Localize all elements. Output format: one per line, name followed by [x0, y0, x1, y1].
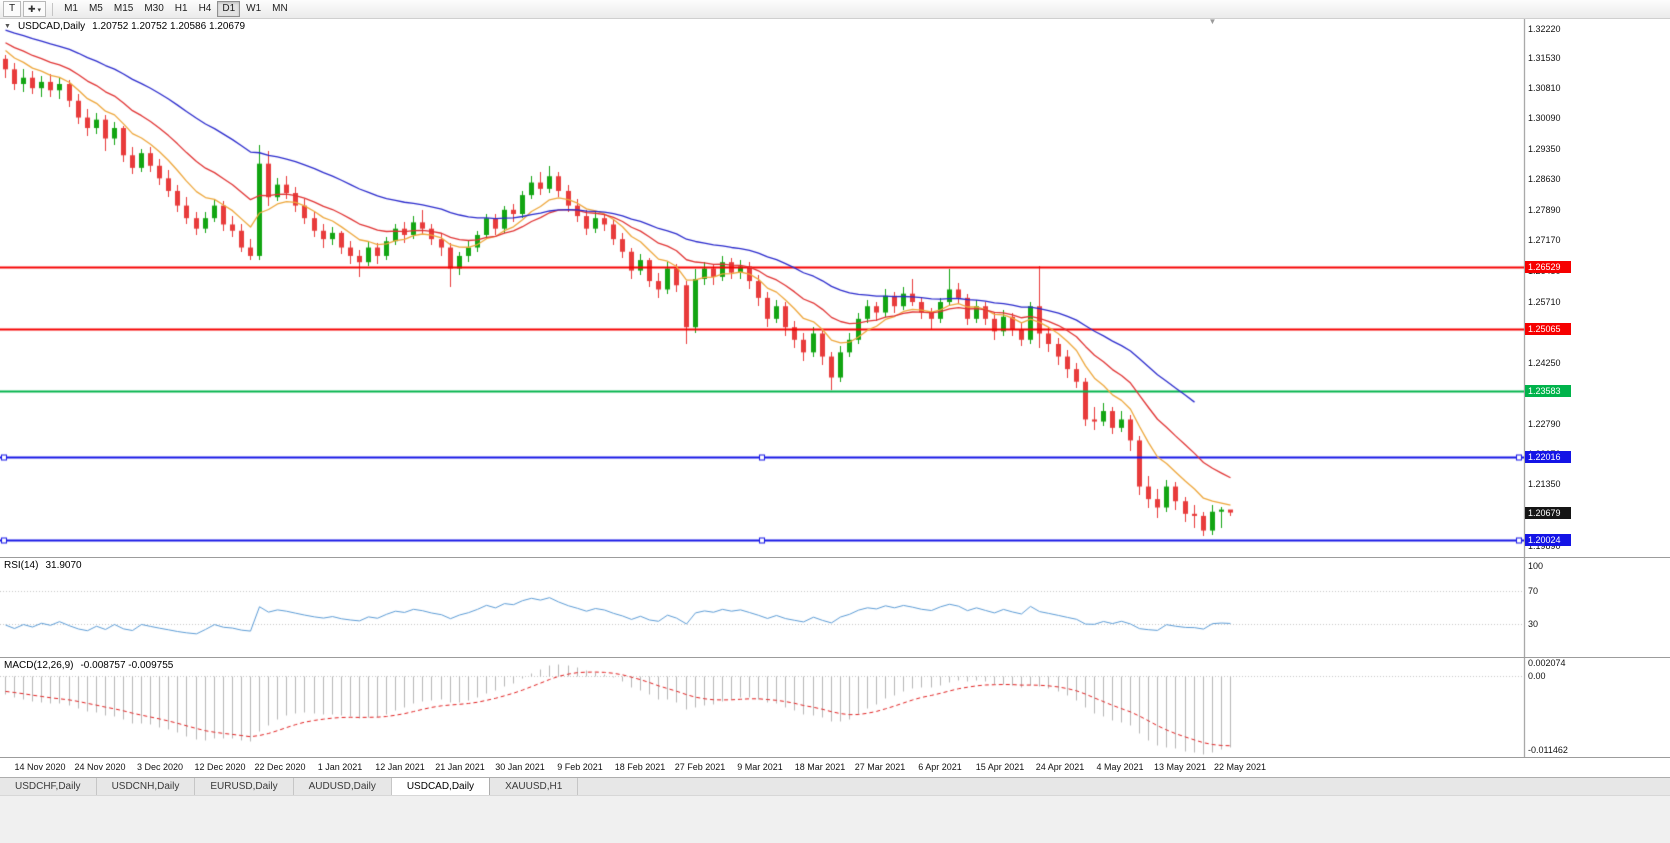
price-tick-label: 1.32220	[1528, 23, 1561, 34]
price-tick-label: 1.27890	[1528, 205, 1561, 216]
timeframe-button-w1[interactable]: W1	[241, 1, 266, 17]
current-price-badge: 1.20679	[1525, 506, 1571, 519]
macd-axis-label: 0.00	[1528, 671, 1546, 682]
main-chart-canvas[interactable]	[0, 19, 1670, 557]
macd-canvas[interactable]	[0, 658, 1670, 757]
window-bottom-area	[0, 795, 1670, 843]
price-tick-label: 1.29350	[1528, 143, 1561, 154]
date-label: 21 Jan 2021	[435, 762, 485, 772]
hline-price-badge: 1.26529	[1525, 261, 1571, 274]
chart-tabs-bar: USDCHF,Daily USDCNH,Daily EURUSD,Daily AUDU…	[0, 777, 1670, 795]
crosshair-tool-button[interactable]: ✚ ▾	[23, 1, 47, 17]
price-tick-label: 1.22790	[1528, 419, 1561, 430]
date-label: 24 Nov 2020	[74, 762, 126, 772]
price-tick-label: 1.28630	[1528, 174, 1561, 185]
timeframe-button-h4[interactable]: H4	[194, 1, 217, 17]
rsi-axis-label: 100	[1528, 561, 1544, 572]
toolbar-separator	[52, 2, 54, 16]
timeframe-button-d1[interactable]: D1	[217, 1, 241, 17]
hline-price-badge: 1.20024	[1525, 534, 1571, 547]
price-tick-label: 1.27170	[1528, 235, 1561, 246]
rsi-axis-label: 30	[1528, 619, 1539, 629]
date-label: 4 May 2021	[1096, 762, 1144, 772]
macd-label: MACD(12,26,9) -0.008757 -0.009755	[4, 660, 173, 671]
price-tick-label: 1.25710	[1528, 296, 1561, 307]
date-label: 15 Apr 2021	[975, 762, 1025, 772]
timeframe-button-m1[interactable]: M1	[59, 1, 83, 17]
timeframe-button-h1[interactable]: H1	[170, 1, 193, 17]
chart-tab-usdcad[interactable]: USDCAD,Daily	[391, 778, 491, 795]
chart-tab-xauusd[interactable]: XAUUSD,H1	[490, 778, 579, 795]
timeframe-button-m5[interactable]: M5	[84, 1, 108, 17]
chart-tab-usdchf[interactable]: USDCHF,Daily	[0, 778, 97, 795]
macd-values: -0.008757 -0.009755	[80, 660, 174, 671]
main-chart-panel: ▼ USDCAD,Daily 1.20752 1.20752 1.20586 1…	[0, 19, 1670, 557]
date-label: 13 May 2021	[1153, 762, 1207, 772]
timeframe-button-mn[interactable]: MN	[267, 1, 293, 17]
price-tick-label: 1.31530	[1528, 52, 1561, 63]
toolbar: T ✚ ▾ M1 M5 M15 M30 H1 H4 D1 W1 MN	[0, 0, 1670, 19]
macd-panel: MACD(12,26,9) -0.008757 -0.009755 0.0020…	[0, 657, 1670, 757]
date-label: 18 Feb 2021	[614, 762, 666, 772]
crosshair-icon: ✚	[28, 4, 36, 14]
date-label: 3 Dec 2020	[136, 762, 184, 772]
dropdown-arrow-icon: ▾	[37, 7, 42, 14]
chart-ohlc-values: 1.20752 1.20752 1.20586 1.20679	[92, 21, 246, 32]
price-tick-label: 1.30090	[1528, 112, 1561, 123]
date-label: 9 Mar 2021	[737, 762, 783, 772]
date-label: 6 Apr 2021	[918, 762, 962, 772]
timeframe-toolbar: M1 M5 M15 M30 H1 H4 D1 W1 MN	[59, 1, 293, 17]
rsi-label: RSI(14) 31.9070	[4, 560, 82, 571]
date-label: 27 Mar 2021	[854, 762, 906, 772]
chart-title: ▼ USDCAD,Daily 1.20752 1.20752 1.20586 1…	[4, 21, 245, 32]
date-label: 12 Jan 2021	[375, 762, 425, 772]
date-label: 22 Dec 2020	[254, 762, 306, 772]
timeframe-button-m30[interactable]: M30	[139, 1, 168, 17]
chart-tab-usdcnh[interactable]: USDCNH,Daily	[96, 778, 196, 795]
macd-name: MACD(12,26,9)	[4, 660, 74, 671]
price-tick-label: 1.21350	[1528, 479, 1561, 490]
chart-symbol-label: USDCAD,Daily	[17, 21, 86, 32]
date-label: 12 Dec 2020	[194, 762, 246, 772]
hline-price-badge: 1.23583	[1525, 384, 1571, 397]
chart-tab-audusd[interactable]: AUDUSD,Daily	[293, 778, 392, 795]
date-label: 9 Feb 2021	[557, 762, 603, 772]
date-label: 14 Nov 2020	[14, 762, 66, 772]
macd-axis-label: -0.011462	[1528, 745, 1568, 756]
timeframe-button-m15[interactable]: M15	[109, 1, 138, 17]
date-label: 27 Feb 2021	[674, 762, 726, 772]
price-tick-label: 1.30810	[1528, 82, 1561, 93]
hline-price-badge: 1.25065	[1525, 322, 1571, 335]
collapse-arrow-icon[interactable]: ▼	[4, 23, 11, 30]
rsi-axis-label: 70	[1528, 586, 1539, 596]
rsi-canvas[interactable]	[0, 558, 1670, 657]
date-label: 18 Mar 2021	[794, 762, 846, 772]
rsi-panel: RSI(14) 31.9070 100 70 30	[0, 557, 1670, 657]
macd-axis-label: 0.002074	[1528, 658, 1566, 668]
rsi-value: 31.9070	[45, 560, 82, 571]
templates-button[interactable]: T	[3, 1, 21, 17]
rsi-name: RSI(14)	[4, 560, 39, 571]
date-axis: 14 Nov 2020 24 Nov 2020 3 Dec 2020 12 Dec 2…	[0, 757, 1670, 777]
chart-shift-marker-icon: ▼	[1208, 19, 1217, 26]
chart-tab-eurusd[interactable]: EURUSD,Daily	[195, 778, 294, 795]
date-label: 1 Jan 2021	[317, 762, 363, 772]
date-label: 22 May 2021	[1213, 762, 1267, 772]
date-label: 24 Apr 2021	[1035, 762, 1085, 772]
date-label: 30 Jan 2021	[495, 762, 545, 772]
hline-price-badge: 1.22016	[1525, 450, 1571, 463]
price-tick-label: 1.24250	[1528, 357, 1561, 368]
